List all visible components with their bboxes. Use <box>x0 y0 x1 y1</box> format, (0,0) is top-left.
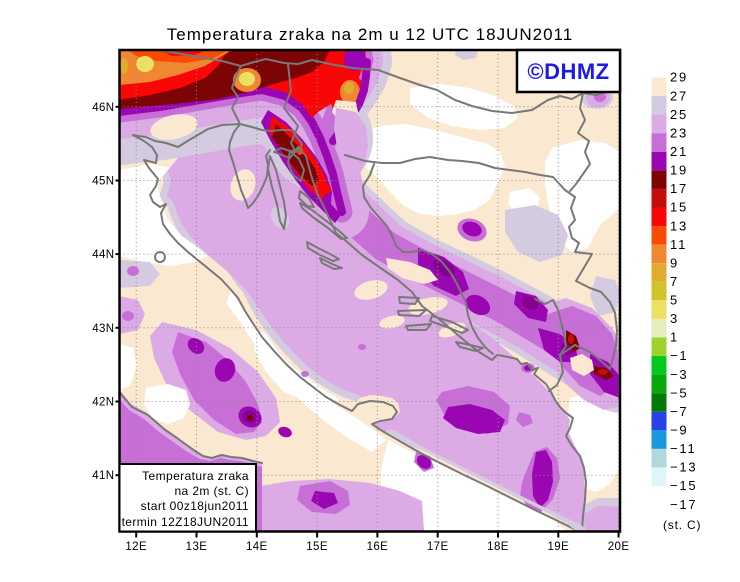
svg-text:18E: 18E <box>487 541 509 553</box>
svg-text:termin 12Z18JUN2011: termin 12Z18JUN2011 <box>122 515 249 529</box>
svg-text:11: 11 <box>670 237 687 252</box>
svg-text:Temperatura zraka: Temperatura zraka <box>142 469 249 483</box>
svg-text:−5: −5 <box>670 385 688 400</box>
svg-text:17: 17 <box>670 181 688 196</box>
svg-text:−7: −7 <box>670 404 688 419</box>
svg-text:15E: 15E <box>306 541 328 553</box>
svg-text:−11: −11 <box>670 441 697 456</box>
svg-text:5: 5 <box>670 293 679 308</box>
svg-text:17E: 17E <box>427 541 449 553</box>
svg-text:7: 7 <box>670 274 679 289</box>
svg-text:−13: −13 <box>670 460 697 475</box>
svg-text:12E: 12E <box>125 541 147 553</box>
svg-text:13: 13 <box>670 218 688 233</box>
svg-text:16E: 16E <box>367 541 389 553</box>
svg-text:3: 3 <box>670 311 679 326</box>
svg-text:25: 25 <box>670 107 688 122</box>
svg-text:43N: 43N <box>92 323 114 335</box>
svg-text:©DHMZ: ©DHMZ <box>527 59 609 84</box>
svg-text:20E: 20E <box>608 541 630 553</box>
svg-text:46N: 46N <box>92 102 114 114</box>
svg-text:19: 19 <box>670 163 688 178</box>
svg-text:−3: −3 <box>670 367 688 382</box>
svg-text:42N: 42N <box>92 397 114 409</box>
svg-text:19E: 19E <box>547 541 569 553</box>
svg-text:1: 1 <box>670 330 679 345</box>
svg-text:29: 29 <box>670 70 688 85</box>
svg-text:15: 15 <box>670 200 688 215</box>
svg-text:(st. C): (st. C) <box>663 518 701 532</box>
svg-text:9: 9 <box>670 255 679 270</box>
svg-text:23: 23 <box>670 125 688 140</box>
svg-text:13E: 13E <box>186 541 208 553</box>
svg-text:Temperatura zraka na 2m u 12 U: Temperatura zraka na 2m u 12 UTC 18JUN20… <box>167 25 573 44</box>
svg-text:44N: 44N <box>92 249 114 261</box>
svg-text:41N: 41N <box>92 470 114 482</box>
svg-text:−15: −15 <box>670 478 697 493</box>
svg-text:27: 27 <box>670 88 688 103</box>
svg-text:45N: 45N <box>92 176 114 188</box>
svg-text:21: 21 <box>670 144 688 159</box>
svg-text:na 2m (st. C): na 2m (st. C) <box>174 484 249 498</box>
svg-text:−17: −17 <box>670 497 697 512</box>
svg-text:−1: −1 <box>670 348 688 363</box>
svg-text:start 00z18jun2011: start 00z18jun2011 <box>141 499 249 513</box>
svg-text:−9: −9 <box>670 423 688 438</box>
svg-text:14E: 14E <box>246 541 268 553</box>
